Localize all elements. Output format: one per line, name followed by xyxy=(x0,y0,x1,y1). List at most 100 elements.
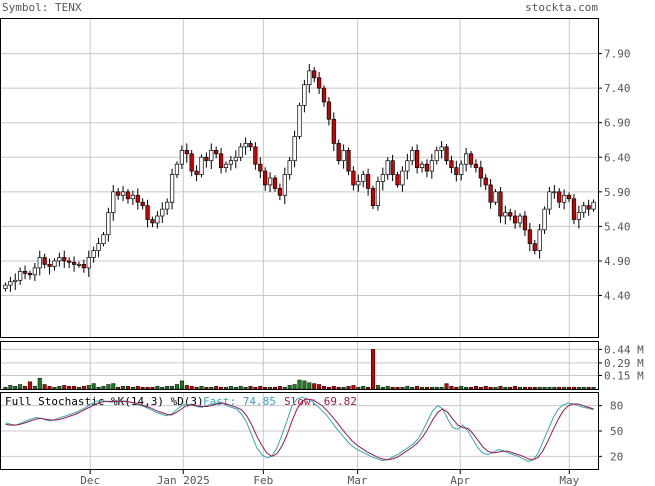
volume-bar-up xyxy=(209,386,214,390)
volume-bar-up xyxy=(121,386,126,390)
volume-bar-up xyxy=(591,386,596,390)
volume-bar-down xyxy=(312,383,317,390)
candle-up xyxy=(169,174,175,203)
volume-bar-down xyxy=(72,386,77,390)
volume-bar-up xyxy=(228,386,233,390)
chart-symbol-title: Symbol: TENX xyxy=(2,1,82,14)
volume-bar-down xyxy=(272,386,278,390)
stockta-brand-link[interactable]: stockta.com xyxy=(525,1,598,14)
candle-down xyxy=(62,257,67,262)
candle-down xyxy=(557,191,562,203)
price-y-tick-label: 5.40 xyxy=(604,220,631,233)
candle-up xyxy=(562,194,567,203)
volume-bar-up xyxy=(356,386,361,390)
candle-up xyxy=(282,174,287,196)
volume-bar-up xyxy=(243,386,248,390)
volume-bar-down xyxy=(140,386,145,390)
candle-down xyxy=(272,177,278,189)
volume-bar-down xyxy=(150,386,155,390)
candle-up xyxy=(91,250,96,258)
volume-bar-up xyxy=(223,386,229,390)
candle-down xyxy=(483,177,488,186)
candle-up xyxy=(542,208,547,231)
stochastic-fast-value: Fast: 74.85 xyxy=(203,395,276,408)
candle-up xyxy=(287,160,292,175)
volume-bar-down xyxy=(62,385,67,390)
volume-bar-up xyxy=(341,386,346,390)
candle-up xyxy=(459,163,464,175)
candle-down xyxy=(67,260,72,263)
candle-up xyxy=(576,212,581,220)
volume-bar-up xyxy=(439,386,444,390)
volume-bar-up xyxy=(268,386,273,390)
volume-bar-up xyxy=(542,386,547,390)
volume-bar-up xyxy=(76,386,81,390)
volume-bar-up xyxy=(361,386,366,390)
candle-down xyxy=(331,118,336,144)
candle-down xyxy=(513,215,518,224)
candle-down xyxy=(424,163,430,172)
volume-bar-down xyxy=(125,386,130,390)
volume-bar-down xyxy=(81,386,86,390)
volume-bar-up xyxy=(8,385,13,390)
candle-up xyxy=(341,149,346,162)
candle-up xyxy=(361,174,366,182)
stochastic-lines xyxy=(5,396,594,462)
candle-up xyxy=(233,156,238,162)
volume-bars xyxy=(3,349,596,390)
volume-bar-down xyxy=(258,386,263,390)
candle-up xyxy=(419,163,425,168)
volume-bar-up xyxy=(91,383,96,390)
volume-bar-down xyxy=(23,386,28,390)
volume-bar-up xyxy=(297,379,302,390)
volume-bar-down xyxy=(42,384,47,390)
volume-bar-up xyxy=(165,386,170,390)
candle-down xyxy=(478,167,483,179)
candle-up xyxy=(165,201,170,210)
candle-up xyxy=(356,181,361,186)
volume-bar-up xyxy=(18,384,23,390)
candle-down xyxy=(316,77,322,89)
volume-bar-up xyxy=(96,386,101,390)
candle-up xyxy=(37,257,42,269)
candle-up xyxy=(76,264,82,266)
volume-bar-up xyxy=(199,386,204,390)
x-axis-tick-label: Dec xyxy=(80,474,100,486)
stochastic-y-axis: 80 50 20 xyxy=(598,400,623,463)
volume-bar-up xyxy=(434,386,439,390)
volume-bar-down xyxy=(513,386,518,390)
candle-up xyxy=(209,149,214,162)
candle-down xyxy=(42,257,47,265)
candle-up xyxy=(537,229,542,251)
volume-bar-down xyxy=(346,386,351,390)
candle-up xyxy=(223,163,229,168)
candle-down xyxy=(218,153,224,168)
volume-bar-up xyxy=(86,385,91,390)
volume-bar-up xyxy=(429,386,434,390)
volume-bar-down xyxy=(449,386,454,390)
candle-down xyxy=(184,149,189,155)
candle-down xyxy=(498,191,503,217)
volume-bar-up xyxy=(375,385,380,390)
volume-bar-up xyxy=(13,386,18,390)
candle-down xyxy=(488,184,493,203)
candle-up xyxy=(302,84,307,106)
price-y-tick-label: 6.90 xyxy=(604,117,631,130)
volume-bar-down xyxy=(370,349,376,390)
candle-up xyxy=(228,160,234,165)
volume-bar-up xyxy=(503,386,508,390)
volume-bar-up xyxy=(464,386,469,390)
candle-down xyxy=(214,149,219,155)
volume-bar-up xyxy=(380,386,385,390)
volume-bar-up xyxy=(552,386,557,390)
volume-bar-up xyxy=(400,386,405,390)
volume-bar-up xyxy=(170,386,175,390)
volume-bar-down xyxy=(571,386,576,390)
volume-bar-up xyxy=(130,386,135,390)
candle-down xyxy=(395,174,400,186)
candle-up xyxy=(375,181,381,207)
x-axis-tick-label: Jan 2025 xyxy=(157,474,210,486)
volume-bar-down xyxy=(47,386,52,390)
price-candles xyxy=(3,63,596,293)
candle-up xyxy=(429,160,434,172)
